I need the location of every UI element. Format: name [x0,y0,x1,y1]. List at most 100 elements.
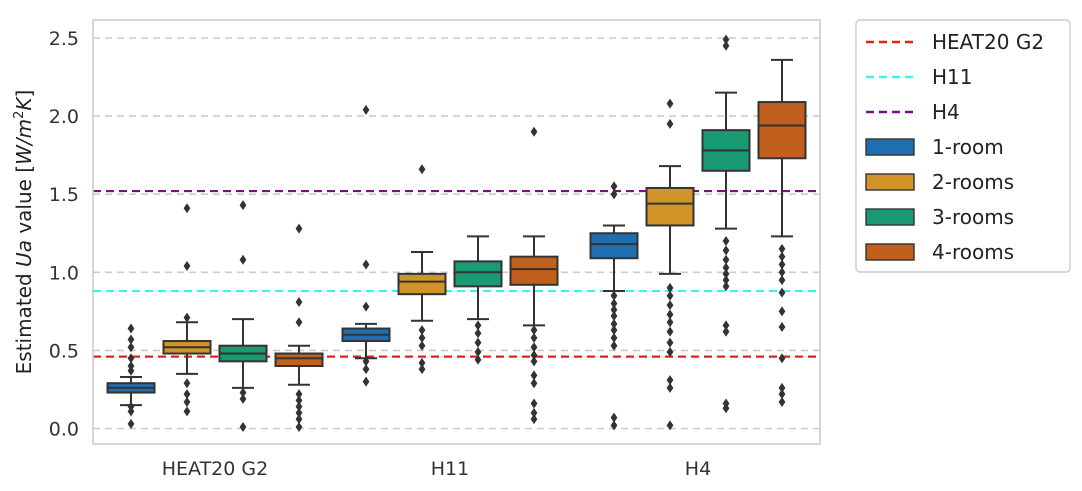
outlier-point [127,418,135,429]
outlier-point [610,318,618,329]
outlier-point [239,387,247,398]
outlier-point [418,325,426,336]
outlier-point [295,395,303,406]
outlier-point [778,382,786,393]
x-tick-label: H11 [431,458,469,480]
outlier-point [530,398,538,409]
box-item [453,235,503,365]
outlier-point [722,34,730,45]
outlier-point [183,396,191,407]
y-tick-label: 0.5 [49,340,79,362]
outlier-point [127,334,135,345]
outlier-point [722,398,730,409]
outlier-point [722,262,730,273]
outlier-point [295,223,303,234]
legend-label: 2-rooms [932,170,1014,194]
box-series-2-rooms [162,98,695,431]
y-axis-title-unit-close: ] [12,90,36,98]
outlier-point [778,353,786,364]
legend-label: HEAT20 G2 [932,30,1044,54]
outlier-point [239,393,247,404]
outlier-point [778,287,786,298]
box-body [397,272,447,296]
legend-label: 3-rooms [932,205,1014,229]
outlier-point [722,326,730,337]
box-item [218,200,268,432]
box-body [274,352,324,368]
outlier-point [530,332,538,343]
outlier-point [418,164,426,175]
outlier-point [778,396,786,407]
outlier-point [239,200,247,211]
legend-label: 4-rooms [932,240,1014,264]
legend-swatch-box [865,138,915,156]
outlier-point [530,126,538,137]
outlier-point [666,337,674,348]
outlier-point [530,350,538,361]
box-item [106,323,156,429]
outlier-point [418,364,426,375]
outlier-point [474,354,482,365]
outlier-point [418,340,426,351]
box-item [162,203,212,417]
outlier-point [610,325,618,336]
y-axis-title-prefix: Estimated [12,267,36,374]
box-series [106,34,807,432]
outlier-point [610,412,618,423]
legend-label: 1-room [932,135,1004,159]
outlier-point [610,420,618,431]
legend-label: H11 [932,65,973,89]
box-body [509,255,559,286]
outlier-point [295,407,303,418]
outlier-point [362,259,370,270]
outlier-point [778,389,786,400]
box-item [509,126,559,425]
plot-frame [92,19,821,445]
outlier-point [239,254,247,265]
outlier-point [666,309,674,320]
outlier-point [362,104,370,115]
box-body [645,186,695,227]
outlier-point [778,275,786,286]
outlier-point [778,251,786,262]
outlier-point [778,259,786,270]
y-axis-title: Estimated Ua value [W/m2K] [12,90,36,375]
legend-swatch-box [865,243,915,261]
reference-lines [93,189,820,358]
outlier-point [127,361,135,372]
outlier-point [666,346,674,357]
outlier-point [666,300,674,311]
outlier-point [666,375,674,386]
outlier-point [610,304,618,315]
box-body [757,101,807,160]
box-series-4-rooms [274,58,807,432]
outlier-point [183,406,191,417]
outlier-point [610,189,618,200]
outlier-point [610,298,618,309]
outlier-point [610,181,618,192]
outlier-point [722,254,730,265]
legend-item: 2-rooms [865,170,1014,194]
y-tick-labels: 0.0 0.5 1.0 1.5 2.0 2.5 [49,28,79,441]
y-tick-label: 1.0 [49,262,79,284]
legend-swatch-box [865,173,915,191]
outlier-point [610,340,618,351]
y-axis-title-unit: W/m [12,119,36,165]
box-series-1-room [106,104,639,431]
outlier-point [418,332,426,343]
outlier-point [183,203,191,214]
outlier-point [295,389,303,400]
box-item [397,164,447,375]
outlier-point [362,364,370,375]
outlier-point [474,320,482,331]
y-tick-label: 1.5 [49,184,79,206]
outlier-point [666,420,674,431]
outlier-point [295,317,303,328]
outlier-point [362,356,370,367]
outlier-point [183,389,191,400]
outlier-point [530,407,538,418]
y-tick-label: 0.0 [49,419,79,441]
y-tick-label: 2.5 [49,28,79,50]
outlier-point [722,275,730,286]
